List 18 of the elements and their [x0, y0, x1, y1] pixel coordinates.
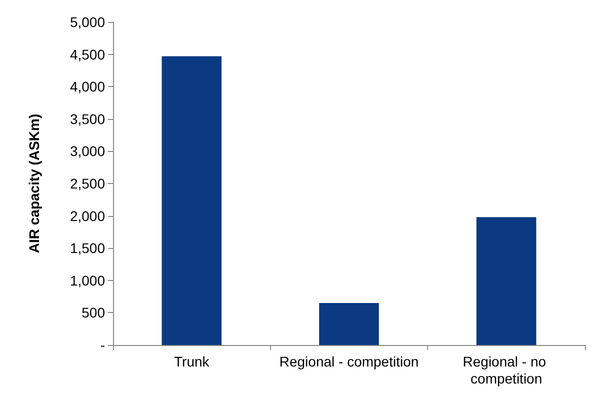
y-tick-label: 3,500 — [70, 110, 106, 127]
x-tick-label: Regional - competition — [279, 354, 419, 370]
y-tick-label: 5,000 — [70, 14, 106, 30]
bar — [476, 217, 536, 345]
y-tick-label: 1,000 — [70, 272, 106, 288]
bar — [319, 303, 379, 345]
x-tick-label: Trunk — [174, 354, 210, 370]
x-tick-label: Regional - no competition — [462, 354, 550, 386]
y-axis-title: AIR capacity (ASKm) — [26, 114, 42, 254]
bar — [162, 56, 222, 345]
y-tick-label: 1,500 — [70, 240, 106, 256]
y-tick-label: 500 — [82, 304, 106, 321]
y-tick-label: 4,000 — [70, 78, 106, 95]
y-tick-label: 3,000 — [70, 143, 106, 160]
y-tick-label: 2,500 — [70, 176, 106, 192]
y-tick-label: 4,500 — [70, 46, 106, 62]
y-tick-label: - — [100, 337, 106, 353]
y-tick-label: 2,000 — [70, 208, 106, 224]
